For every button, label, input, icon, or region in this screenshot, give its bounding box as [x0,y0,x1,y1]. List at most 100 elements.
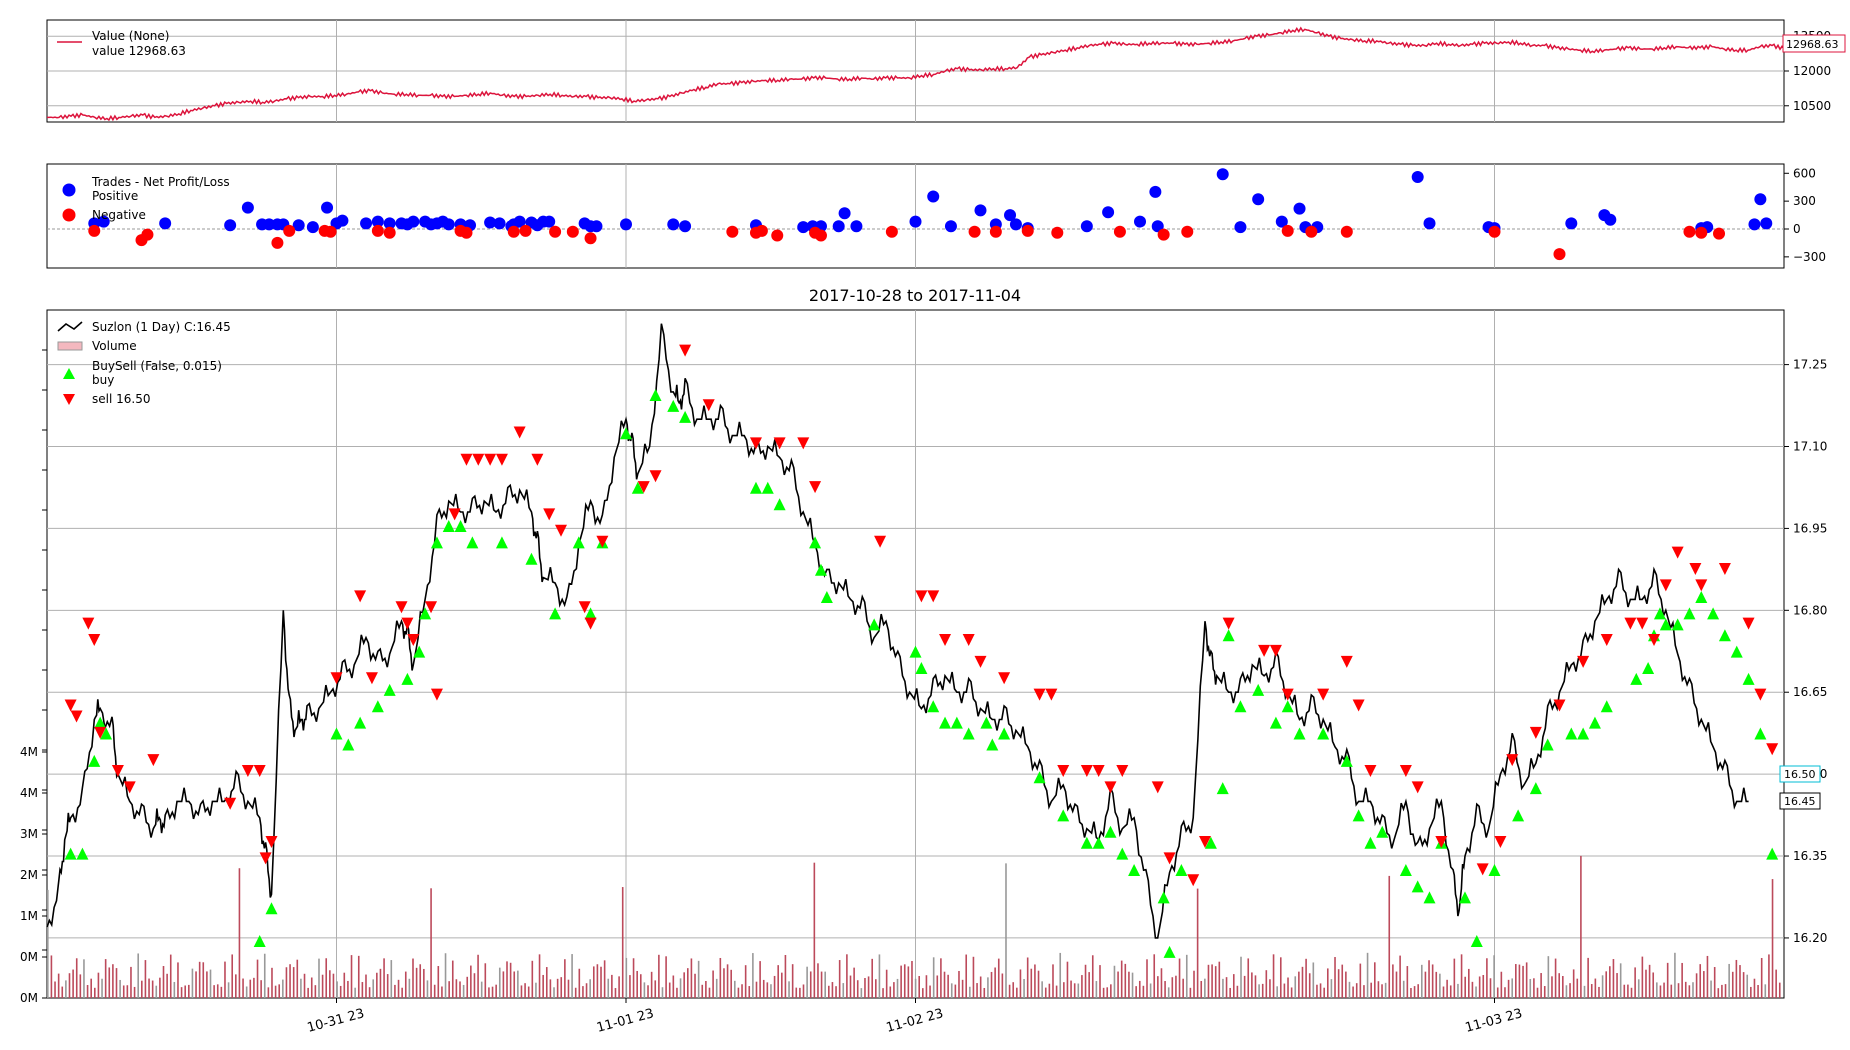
volume-bar [679,978,682,998]
volume-bar [1269,979,1271,998]
volume-bar [1569,983,1571,998]
volume-bar [426,980,429,998]
volume-bar [1753,978,1756,998]
volume-bar [860,988,863,998]
volume-bar [936,975,939,998]
trade-negative-point [1713,227,1726,240]
volume-bar [180,987,183,998]
buy-marker [1216,782,1229,795]
volume-bar [759,961,761,998]
volume-bar [1200,980,1203,998]
volume-bar [412,958,414,998]
volume-bar [231,954,234,998]
volume-bar [1182,978,1184,998]
volume-bar [849,975,852,998]
sell-markers [64,344,1779,887]
volume-bar [1468,968,1470,998]
sell-marker [1766,743,1779,756]
sell-marker [1269,644,1282,657]
volume-bar [1637,979,1640,998]
volume-bar [1645,969,1647,998]
volume-bar [1594,978,1597,998]
volume-bar [1731,971,1734,998]
volume-bar [451,960,454,998]
volume-bar [104,959,107,998]
volume-bar [1417,984,1419,998]
volume-bar [112,964,114,998]
buy-marker [413,645,426,658]
volume-bar [549,979,552,998]
volume-bar [419,964,422,998]
trade-positive-point [1102,206,1115,219]
volume-bar [1457,983,1459,998]
volume-bar [1713,967,1716,998]
volume-bar [1681,962,1683,998]
volume-bar [712,970,714,998]
buy-marker [1399,864,1412,877]
trade-positive-point [944,220,957,233]
volume-bar [726,964,729,998]
volume-bar [1572,969,1575,998]
volume-bar [871,958,874,998]
volume-bar [177,962,179,998]
volume-bar [614,988,617,998]
buy-marker [814,563,827,576]
volume-bar [1778,982,1781,998]
volume-bar [752,953,754,998]
volume-bar [1446,979,1448,998]
sell-marker [531,453,544,466]
sell-marker [939,634,952,646]
sell-marker [1636,617,1649,630]
volume-bar [1565,985,1568,998]
volume-bar [404,971,407,998]
trade-negative-point [1113,225,1126,238]
sell-marker [1057,765,1070,778]
volume-bar [1768,954,1770,998]
volume-bar [166,973,168,998]
volume-bar [654,980,657,998]
volume-bar [618,976,620,998]
trade-negative-point [726,225,739,238]
buy-marker [94,716,107,729]
volume-bar [1619,963,1622,998]
volume-bar [1326,968,1329,998]
trade-positive-point [241,201,254,214]
volume-bar [1663,982,1665,998]
volume-bar [1247,958,1250,998]
volume-bar [824,971,826,998]
volume-bar [1410,988,1412,998]
buy-marker [950,716,963,729]
volume-bar [1298,971,1300,998]
volume-bar [770,984,772,998]
sell-marker [1092,765,1105,778]
volume-bar [922,988,924,998]
volume-bar [1406,966,1409,998]
buy-marker [1281,700,1294,713]
value-panel: 105001200013500 Value (None) value 12968… [46,19,1846,123]
volume-bar [896,978,899,998]
volume-bar [115,968,118,998]
volume-bar [856,980,859,998]
volume-bar [1207,964,1210,998]
volume-bar [50,955,53,998]
volume-bar [1276,986,1278,998]
buy-marker [773,498,786,511]
volume-bar [686,968,689,998]
volume-bar [506,961,508,998]
volume-bar [394,984,396,998]
volume-bar [271,967,273,998]
volume-bar [1283,983,1286,998]
volume-bar [1157,976,1159,998]
volume-bar [61,986,64,998]
volume-bar [191,968,194,998]
buy-marker [1175,864,1188,877]
volume-bar [1348,981,1351,998]
buy-marker [986,738,999,751]
volume-bar [65,980,67,998]
sell-marker [927,590,940,603]
volume-bar [1225,977,1228,998]
sell-marker [111,765,124,778]
volume-bar [1464,976,1466,998]
volume-bar [1674,952,1676,998]
